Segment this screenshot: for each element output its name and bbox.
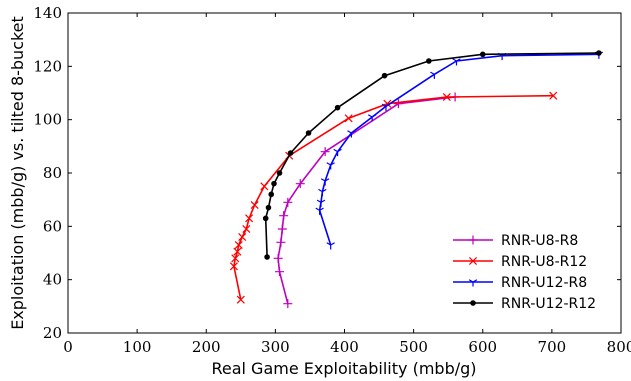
data-point — [318, 188, 327, 197]
y-tick-label: 140 — [33, 4, 62, 22]
data-point — [334, 104, 341, 111]
x-tick-label: 700 — [538, 338, 567, 356]
y-tick-label: 20 — [43, 324, 62, 342]
data-point — [320, 147, 330, 157]
x-tick-label: 300 — [261, 338, 290, 356]
y-tick-label: 40 — [43, 271, 62, 289]
data-point — [283, 197, 293, 207]
series-layer — [229, 50, 604, 309]
data-point — [333, 148, 342, 157]
data-point — [320, 178, 330, 186]
legend-marker — [468, 235, 478, 245]
data-point — [596, 50, 602, 56]
legend-entry: RNR-U8-R8 — [453, 233, 578, 249]
legend-label: RNR-U8-R8 — [501, 233, 578, 249]
y-tick-label: 80 — [43, 164, 62, 182]
series-RNR-U12-R12 — [262, 50, 602, 260]
x-tick-label: 100 — [123, 338, 152, 356]
legend-marker — [468, 279, 478, 287]
data-point — [265, 204, 272, 211]
x-tick-label: 0 — [63, 338, 73, 356]
legend: RNR-U8-R8 RNR-U8-R12 RNR-U12-R8 RNR-U12-R12 — [453, 233, 596, 312]
series-line — [318, 53, 599, 246]
data-point — [276, 170, 283, 176]
x-tick-label: 400 — [330, 338, 359, 356]
y-axis-label: Exploitation (mbb/g) vs. tilted 8-bucket — [8, 16, 27, 330]
data-point — [260, 182, 269, 191]
y-tick-label: 60 — [43, 217, 62, 235]
data-point — [276, 237, 286, 247]
data-point — [273, 253, 283, 263]
data-point — [242, 224, 251, 234]
data-point — [234, 240, 243, 250]
y-tick-label: 100 — [33, 111, 62, 129]
data-point — [268, 191, 275, 198]
data-point — [275, 267, 285, 277]
series-RNR-U12-R8 — [315, 51, 604, 250]
data-point — [452, 58, 461, 66]
legend-label: RNR-U12-R8 — [501, 275, 587, 291]
axis-ticks: 0 100 200 300 400 500 600 700 800 20 40 60 80 100 120 1… — [33, 4, 631, 356]
data-point — [393, 99, 403, 109]
data-point — [283, 299, 293, 309]
legend-label: RNR-U12-R12 — [501, 296, 596, 312]
x-tick-label: 800 — [607, 338, 631, 356]
data-point — [262, 215, 269, 222]
data-point — [229, 262, 238, 271]
legend-marker — [470, 300, 476, 306]
data-point — [344, 114, 353, 123]
legend-entry: RNR-U12-R8 — [453, 275, 587, 291]
data-point — [430, 71, 439, 79]
legend-entry: RNR-U8-R12 — [453, 254, 587, 270]
data-point — [236, 295, 245, 304]
x-tick-label: 500 — [399, 338, 428, 356]
data-point — [316, 199, 326, 207]
data-point — [277, 224, 287, 234]
data-point — [231, 254, 240, 263]
data-point — [238, 232, 247, 242]
data-point — [250, 200, 259, 210]
data-point — [442, 92, 451, 102]
series-RNR-U8-R8 — [273, 92, 460, 309]
legend-marker — [468, 256, 478, 266]
legend-entry: RNR-U12-R12 — [453, 296, 596, 312]
x-tick-label: 600 — [468, 338, 497, 356]
data-point — [295, 179, 305, 189]
data-point — [479, 51, 486, 58]
legend-label: RNR-U8-R12 — [501, 254, 587, 270]
series-line — [264, 52, 599, 258]
data-point — [287, 150, 294, 156]
data-point — [381, 103, 391, 111]
data-point — [305, 130, 312, 136]
x-tick-label: 200 — [192, 338, 221, 356]
data-point — [245, 214, 254, 223]
data-point — [279, 211, 289, 221]
data-point — [271, 180, 277, 187]
data-point — [233, 247, 242, 256]
data-point — [381, 72, 388, 79]
x-axis-label: Real Game Exploitability (mbb/g) — [211, 359, 476, 378]
y-tick-label: 120 — [33, 57, 62, 75]
data-point — [326, 242, 335, 250]
data-point — [549, 91, 558, 100]
data-point — [426, 58, 432, 64]
data-point — [367, 114, 377, 122]
data-point — [264, 254, 270, 260]
data-point — [347, 130, 356, 138]
data-point — [326, 162, 335, 170]
series-line — [277, 96, 456, 304]
data-point — [315, 207, 324, 215]
